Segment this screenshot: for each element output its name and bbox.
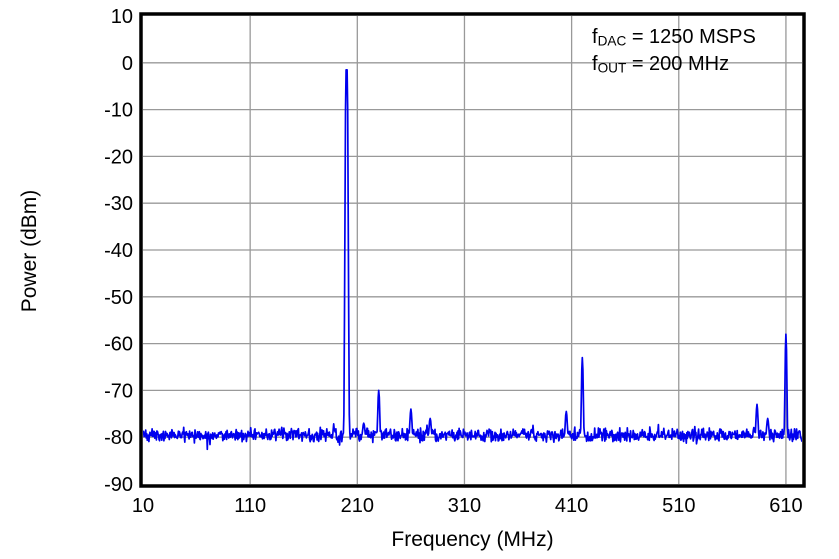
y-tick-label: -50 [104, 287, 133, 309]
x-tick-label: 310 [448, 495, 481, 517]
y-axis-title: Power (dBm) [18, 189, 41, 313]
y-tick-label: -70 [104, 380, 133, 402]
x-tick-label: 210 [341, 495, 374, 517]
y-tick-label: -20 [104, 146, 133, 168]
y-tick-label: -80 [104, 427, 133, 449]
y-tick-label: -40 [104, 240, 133, 262]
x-axis-title: Frequency (MHz) [391, 528, 554, 551]
y-tick-label: -60 [104, 334, 133, 356]
annotation-line-fdac: fDAC = 1250 MSPS [592, 24, 756, 51]
y-tick-label: -90 [104, 474, 133, 496]
spectrum-trace [143, 68, 802, 451]
annotation-fout-subscript: OUT [597, 60, 627, 76]
x-tick-label: 110 [234, 495, 266, 517]
annotation-fout-value: = 200 MHz [626, 53, 730, 75]
annotation-fdac-value: = 1250 MSPS [626, 26, 756, 48]
y-tick-label: -10 [104, 100, 133, 122]
annotation-fout-symbol: f [592, 53, 598, 75]
plot-border [139, 12, 806, 488]
x-tick-label: 610 [769, 495, 802, 517]
x-tick-label: 10 [132, 495, 154, 517]
x-tick-label: 410 [555, 495, 588, 517]
y-tick-label: 0 [122, 53, 133, 75]
y-tick-label: 10 [111, 6, 133, 28]
annotation-fdac-symbol: f [592, 26, 598, 48]
annotation-fdac-subscript: DAC [597, 33, 627, 49]
x-tick-label: 510 [662, 495, 695, 517]
y-tick-label: -30 [104, 193, 133, 215]
annotation-line-fout: fOUT = 200 MHz [592, 51, 756, 78]
annotation-box: fDAC = 1250 MSPS fOUT = 200 MHz [592, 24, 756, 78]
